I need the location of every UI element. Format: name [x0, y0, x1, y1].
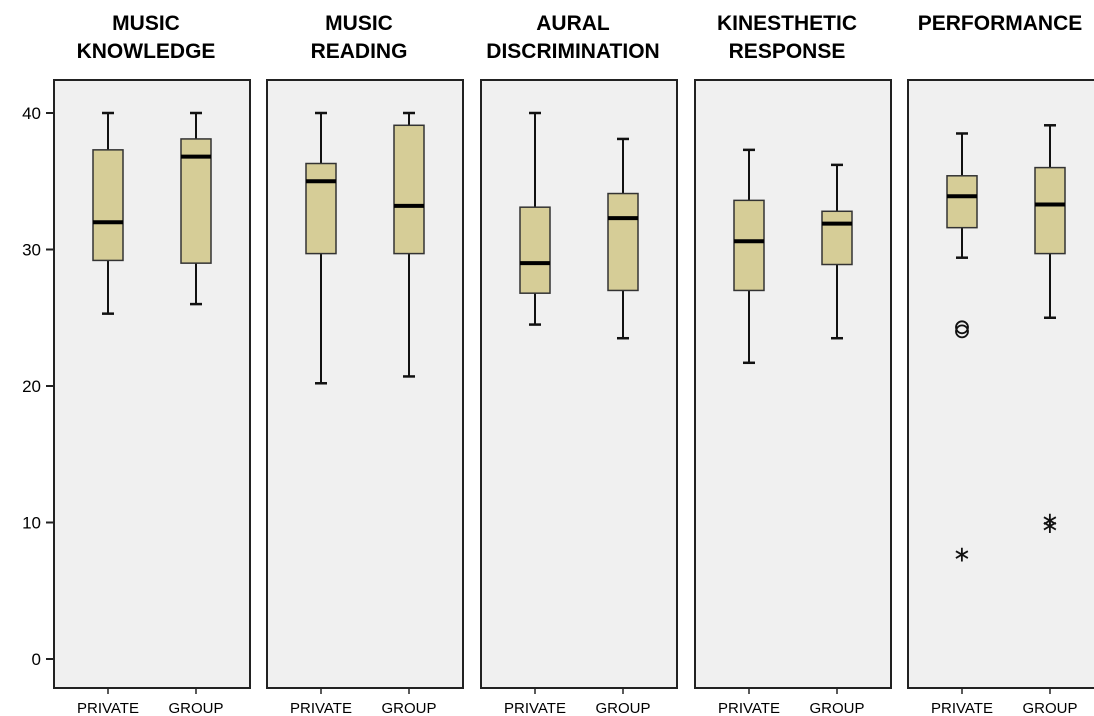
box-group	[821, 163, 853, 340]
extreme-point: ∗	[1041, 514, 1059, 539]
x-category-label: GROUP	[381, 700, 436, 716]
y-tick-label: 30	[22, 241, 41, 260]
panel-title: MUSIC READING	[311, 12, 408, 63]
extreme-point: ∗	[953, 543, 971, 568]
panels: MUSIC KNOWLEDGE PRIVATE GROUP MUSIC READING PR…	[53, 12, 1094, 716]
extreme-point: ∗	[1041, 508, 1059, 533]
x-category-label: PRIVATE	[290, 700, 352, 716]
outlier-point	[955, 324, 969, 339]
panel: MUSIC READING PRIVATE GROUP	[266, 12, 464, 716]
panel: AURAL DISCRIMINATION PRIVATE GROUP	[480, 12, 678, 716]
x-category-label: GROUP	[168, 700, 223, 716]
y-tick-label: 10	[22, 514, 41, 533]
panel: MUSIC KNOWLEDGE PRIVATE GROUP	[53, 12, 251, 716]
iqr-box	[946, 175, 978, 229]
iqr-box	[1034, 166, 1066, 255]
panel-title: KINESTHETIC RESPONSE	[717, 12, 857, 63]
iqr-box	[733, 199, 765, 292]
panel-frame	[907, 79, 1094, 689]
panel-frame	[694, 79, 892, 689]
panel-title-line: RESPONSE	[729, 40, 846, 63]
y-tick-label: 0	[32, 650, 41, 669]
x-category-label: PRIVATE	[77, 700, 139, 716]
panel-frame	[266, 79, 464, 689]
x-category-label: PRIVATE	[504, 700, 566, 716]
panel-title: PERFORMANCE	[918, 12, 1083, 35]
y-tick-label: 20	[22, 377, 41, 396]
box-group	[607, 137, 639, 340]
panel-title-line: MUSIC	[325, 12, 393, 35]
panel-title: AURAL DISCRIMINATION	[486, 12, 659, 63]
panel-title-line: PERFORMANCE	[918, 12, 1083, 35]
iqr-box	[821, 210, 853, 266]
box-group	[180, 111, 212, 306]
iqr-box	[519, 206, 551, 294]
outlier-point	[955, 320, 969, 335]
panel-title: MUSIC KNOWLEDGE	[77, 12, 216, 63]
x-category-label: GROUP	[1022, 700, 1077, 716]
panel-title-line: KNOWLEDGE	[77, 40, 216, 63]
box-group	[92, 111, 124, 315]
box-group	[305, 111, 337, 385]
iqr-box	[607, 192, 639, 292]
panel-title-line: KINESTHETIC	[717, 12, 857, 35]
box-group: ∗∗	[1034, 124, 1066, 539]
x-category-label: PRIVATE	[718, 700, 780, 716]
panel-frame	[53, 79, 251, 689]
y-axis: 0 10 20 30 40	[22, 80, 55, 688]
iqr-box	[305, 162, 337, 255]
y-tick-label: 40	[22, 104, 41, 123]
x-category-label: PRIVATE	[931, 700, 993, 716]
box-group	[519, 111, 551, 326]
panel-title-line: DISCRIMINATION	[486, 40, 659, 63]
iqr-box	[92, 149, 124, 262]
box-group	[733, 148, 765, 365]
x-category-label: GROUP	[595, 700, 650, 716]
panel: KINESTHETIC RESPONSE PRIVATE GROUP	[694, 12, 892, 716]
panel-title-line: AURAL	[536, 12, 610, 35]
panel-frame	[480, 79, 678, 689]
x-category-label: GROUP	[809, 700, 864, 716]
box-group: ∗	[946, 132, 978, 568]
panel-title-line: MUSIC	[112, 12, 180, 35]
iqr-box	[180, 138, 212, 264]
box-group	[393, 111, 425, 378]
panel-title-line: READING	[311, 40, 408, 63]
iqr-box	[393, 124, 425, 255]
